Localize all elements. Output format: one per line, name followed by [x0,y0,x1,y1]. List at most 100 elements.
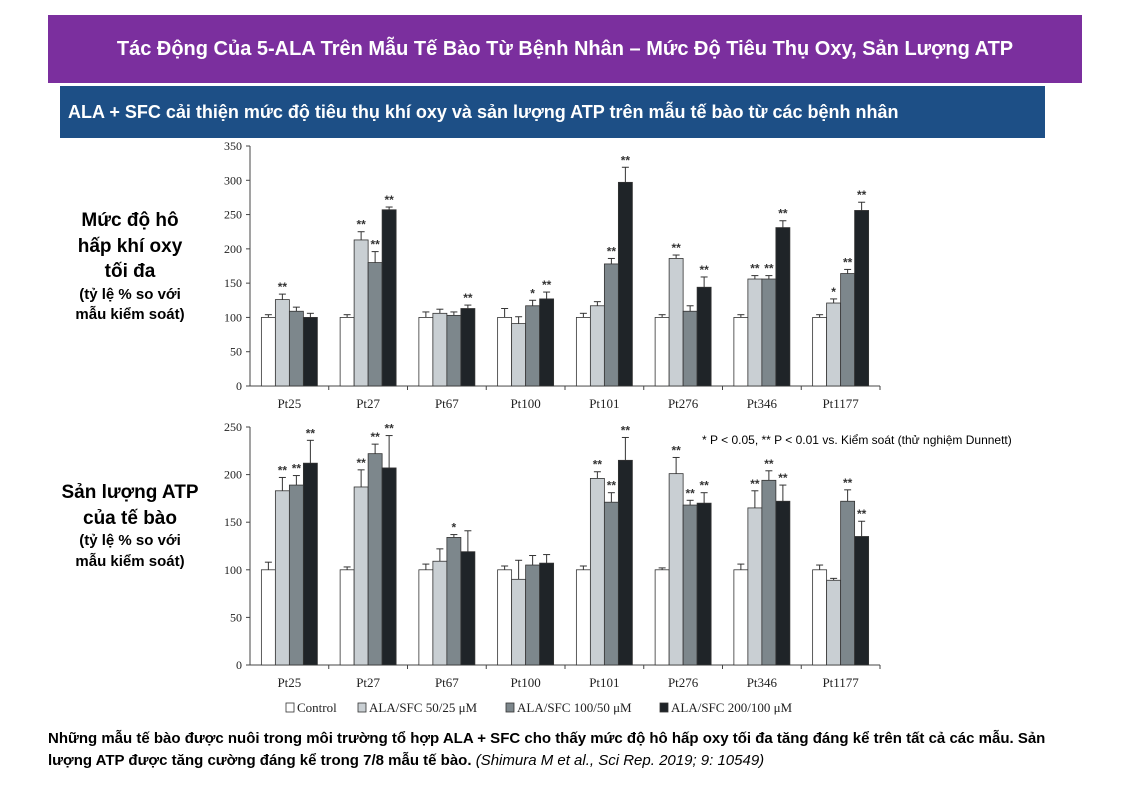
atp-bar [654,569,670,666]
respiration-significance-mark: * [831,285,836,299]
atp-category-label: Pt346 [747,675,778,690]
atp-significance-mark: ** [278,463,288,477]
atp-significance-mark: ** [384,422,394,436]
respiration-significance-mark: ** [607,244,617,258]
atp-y-tick-label: 50 [230,610,242,624]
atp-bar [460,551,476,666]
respiration-bar [511,323,527,387]
atp-bar [761,479,777,666]
respiration-category-label: Pt1177 [822,396,859,411]
respiration-bar [654,317,670,387]
respiration-bar [288,310,304,387]
respiration-bar [617,181,633,387]
respiration-category-label: Pt100 [510,396,540,411]
respiration-bar [539,298,555,387]
respiration-y-tick-label: 200 [224,242,242,256]
atp-bar [539,562,555,666]
atp-bar [840,500,856,666]
atp-unit-line: mẫu kiểm soát) [75,552,185,570]
atp-y-tick-label: 100 [224,563,242,577]
respiration-y-tick-label: 250 [224,208,242,222]
respiration-bar [460,308,476,387]
atp-bar [260,569,276,666]
respiration-bar [353,239,369,387]
respiration-bar [603,263,619,387]
atp-bar [775,500,791,666]
legend-label: ALA/SFC 200/100 μM [671,700,793,715]
atp-chart: 0 50 100 150 200 250 Pt25 ** ** ** Pt27 ** ** ** Pt67 *… [224,420,881,690]
respiration-bar [747,278,763,387]
respiration-significance-mark: ** [857,188,867,202]
significance-note: * P < 0.05, ** P < 0.01 vs. Kiểm soát (t… [702,433,1012,447]
atp-bar [525,564,541,666]
atp-significance-mark: ** [593,458,603,472]
atp-bar [418,569,434,666]
atp-y-tick-label: 250 [224,420,242,434]
atp-bar [446,537,462,666]
atp-bar [381,467,397,666]
atp-bar [747,507,763,666]
atp-unit-line: (tỷ lệ % so với [79,532,181,550]
respiration-bar [761,278,777,387]
respiration-bar [575,317,591,387]
respiration-unit-line: mẫu kiểm soát) [75,306,185,324]
atp-bar [575,569,591,666]
respiration-category-label: Pt346 [747,396,778,411]
respiration-bar [589,305,605,387]
atp-bar [589,478,605,666]
atp-bar [288,484,304,666]
respiration-significance-mark: ** [750,262,760,276]
respiration-bar [274,299,290,387]
atp-y-tick-label: 200 [224,468,242,482]
caption-text: Những mẫu tế bào được nuôi trong môi trư… [48,730,1046,769]
respiration-category-label: Pt67 [435,396,459,411]
respiration-axis-label: Mức độ hô hấp khí oxy tối đa (tỷ lệ % so… [40,208,220,325]
respiration-bar [260,317,276,387]
legend-label: Control [297,700,337,715]
respiration-y-tick-label: 50 [230,345,242,359]
respiration-chart: 050100150200250300350Pt25**Pt27******Pt6… [224,139,881,411]
atp-bar [854,536,870,666]
respiration-bar [418,317,434,387]
respiration-significance-mark: ** [542,278,552,292]
atp-category-label: Pt276 [668,675,699,690]
legend-swatch [285,702,295,713]
respiration-category-label: Pt25 [277,396,301,411]
atp-significance-mark: ** [621,423,631,437]
respiration-bar [733,317,749,387]
atp-significance-mark: ** [607,479,617,493]
legend-swatch [505,702,515,713]
page-subtitle: ALA + SFC cải thiện mức độ tiêu thụ khí … [60,86,1045,138]
respiration-y-tick-label: 150 [224,276,242,290]
respiration-significance-mark: ** [764,262,774,276]
legend-label: ALA/SFC 100/50 μM [517,700,632,715]
atp-significance-mark: ** [685,486,695,500]
atp-significance-mark: ** [750,477,760,491]
respiration-category-label: Pt101 [589,396,619,411]
legend-swatch [357,702,367,713]
respiration-y-tick-label: 0 [236,379,242,393]
atp-y-tick-label: 150 [224,515,242,529]
atp-bar [603,501,619,666]
atp-significance-mark: ** [671,443,681,457]
respiration-bar [668,258,684,387]
atp-significance-mark: ** [356,456,366,470]
respiration-significance-mark: ** [671,241,681,255]
atp-significance-mark: ** [370,430,380,444]
respiration-bar [367,262,383,387]
atp-category-label: Pt101 [589,675,619,690]
respiration-significance-mark: * [530,286,535,300]
atp-significance-mark: ** [857,507,867,521]
caption-citation: (Shimura M et al., Sci Rep. 2019; 9: 105… [475,751,765,769]
atp-label-line: của tế bào [83,507,177,529]
atp-bar [617,459,633,666]
respiration-significance-mark: ** [356,218,366,232]
respiration-bar [696,286,712,387]
atp-bar [339,569,355,666]
respiration-significance-mark: ** [463,291,473,305]
respiration-significance-mark: ** [370,238,380,252]
caption: Những mẫu tế bào được nuôi trong môi trư… [48,728,1088,772]
respiration-significance-mark: ** [621,153,631,167]
legend-swatch [659,702,669,713]
atp-bar [682,504,698,666]
